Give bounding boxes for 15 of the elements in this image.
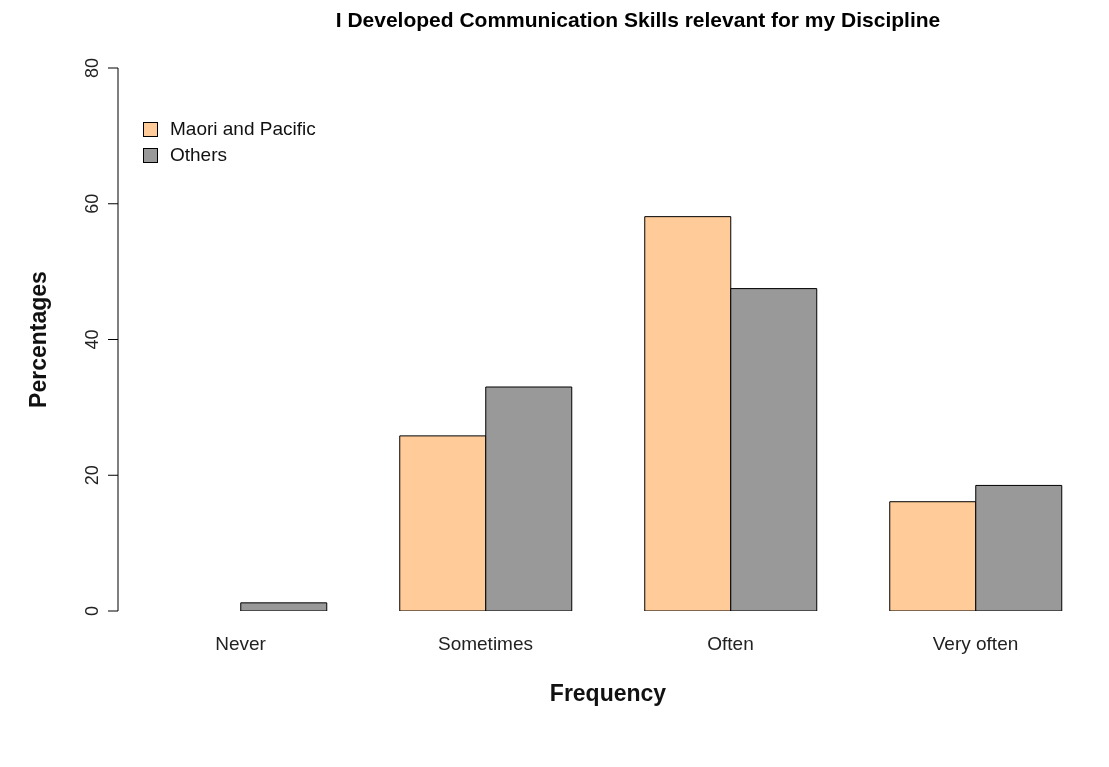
legend-label: Others — [170, 144, 228, 166]
chart-title: I Developed Communication Skills relevant for my Discipline — [334, 8, 942, 33]
legend-label: Maori and Pacific — [170, 118, 316, 140]
x-tick-label: Never — [215, 633, 267, 655]
x-tick-label: Often — [707, 633, 754, 655]
x-tick-label: Very often — [932, 633, 1019, 655]
x-tick-label: Sometimes — [437, 633, 534, 655]
y-axis-title: Percentages — [25, 271, 52, 408]
y-tick-label: 60 — [82, 193, 102, 214]
y-tick-label: 0 — [82, 605, 102, 617]
x-axis-title: Frequency — [549, 680, 667, 706]
bar — [240, 602, 328, 611]
y-tick-label: 80 — [82, 57, 102, 79]
y-tick-label: 40 — [82, 329, 102, 350]
y-tick-label: 20 — [82, 465, 102, 486]
